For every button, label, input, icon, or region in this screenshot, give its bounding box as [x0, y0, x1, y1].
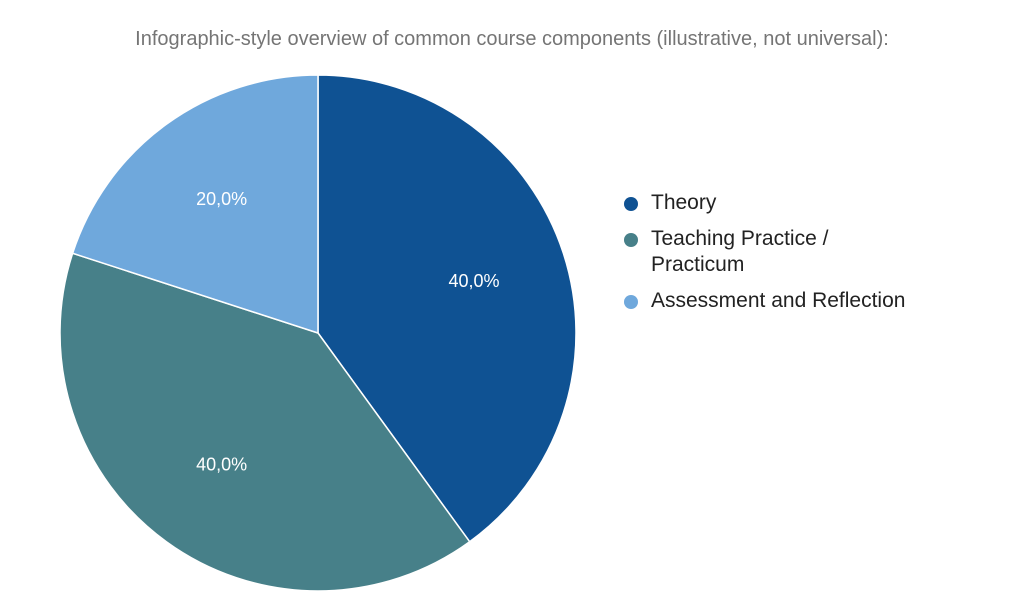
legend-label-assessment: Assessment and Reflection — [651, 289, 906, 312]
pie-slice-theory[interactable] — [317, 74, 577, 543]
slice-label-teaching-practice: 40,0% — [196, 454, 247, 474]
legend-label-teaching-practice: Teaching Practice / Practicum — [651, 227, 829, 276]
chart-title: Infographic-style overview of common cou… — [135, 28, 889, 50]
legend-item-theory[interactable]: Theory — [624, 190, 1004, 216]
legend-label-theory: Theory — [651, 191, 717, 214]
legend-marker-assessment — [624, 295, 638, 309]
slice-label-assessment: 20,0% — [196, 189, 247, 209]
pie-slices — [59, 74, 577, 592]
legend-marker-theory — [624, 197, 638, 211]
legend-marker-teaching-practice — [624, 233, 638, 247]
pie-slice-labels: 40,0% 40,0% 20,0% — [196, 189, 499, 474]
pie-slice-teaching-practice[interactable] — [59, 252, 471, 592]
legend-item-teaching-practice[interactable]: Teaching Practice / Practicum — [624, 226, 1004, 278]
pie-slice-assessment[interactable] — [71, 74, 319, 335]
legend-item-assessment[interactable]: Assessment and Reflection — [624, 288, 1004, 314]
legend: Theory Teaching Practice / Practicum Ass… — [624, 190, 1004, 324]
slice-label-theory: 40,0% — [448, 271, 499, 291]
